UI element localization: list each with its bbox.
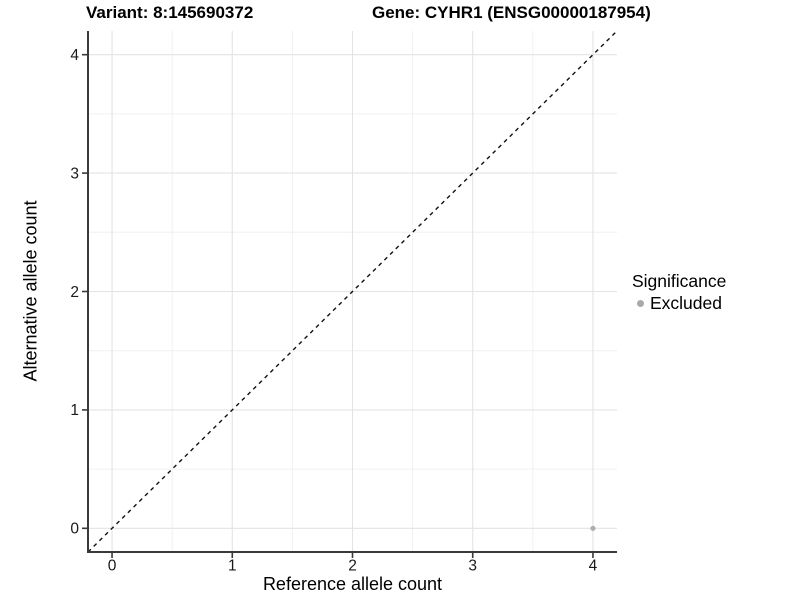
y-tick-label: 0 (70, 521, 79, 538)
legend: Significance Excluded (632, 271, 726, 313)
gene-title: Gene: CYHR1 (ENSG00000187954) (372, 3, 651, 22)
legend-title: Significance (632, 271, 727, 291)
excluded-point-icon (637, 299, 644, 307)
y-tick-label: 1 (70, 402, 79, 419)
identity-reference-line (87, 30, 618, 553)
x-tick-label: 0 (108, 558, 117, 575)
x-tick-label: 1 (228, 558, 237, 575)
variant-title: Variant: 8:145690372 (86, 3, 254, 22)
legend-key (632, 295, 649, 312)
legend-entry-label: Excluded (650, 292, 722, 313)
x-axis-title: Reference allele count (262, 574, 443, 594)
y-tick-label: 4 (70, 47, 79, 64)
x-tick-label: 4 (589, 558, 598, 575)
x-tick-label: 2 (348, 558, 357, 575)
x-tick-label: 3 (468, 558, 477, 575)
legend-entry-excluded: Excluded (632, 293, 726, 313)
y-tick-label: 2 (70, 284, 79, 301)
data-point (590, 525, 596, 531)
y-tick-label: 3 (70, 165, 79, 182)
